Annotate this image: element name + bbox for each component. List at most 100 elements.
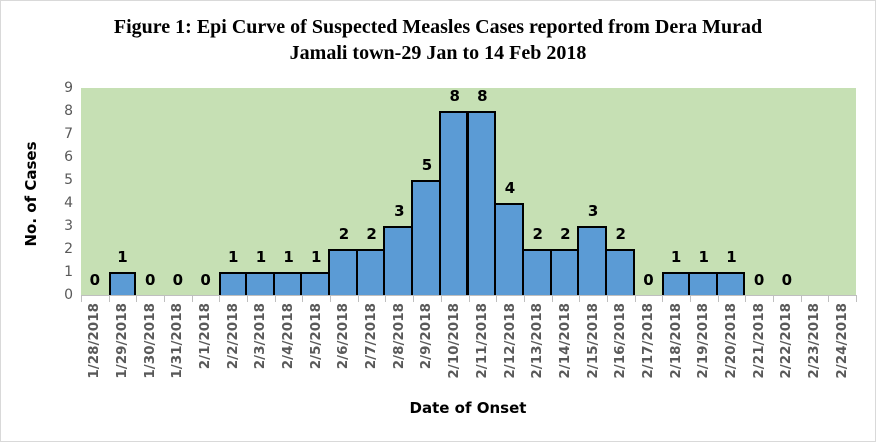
bar-value-label: 0 [781, 271, 793, 289]
y-tick-label: 5 [64, 172, 73, 188]
x-axis-tick-mark [606, 295, 608, 302]
x-axis-tick-mark [136, 295, 138, 302]
x-axis-tick-mark [634, 295, 636, 302]
bar [383, 226, 414, 295]
y-tick-label: 2 [64, 241, 73, 257]
x-axis-tick-mark [662, 295, 664, 302]
x-tick-label: 2/18/2018 [667, 303, 684, 379]
x-tick-label: 2/1/2018 [197, 303, 214, 370]
y-tick-label: 9 [64, 80, 73, 96]
bar-value-label: 1 [228, 248, 239, 266]
bar-value-label: 2 [560, 225, 571, 243]
bar-value-label: 1 [283, 248, 294, 266]
bar-value-label: 1 [255, 248, 267, 266]
bar-value-label: 2 [338, 225, 350, 243]
x-tick-label: 2/10/2018 [446, 303, 463, 379]
y-tick-label: 7 [64, 126, 73, 142]
x-axis-tick-mark [247, 295, 249, 302]
bar-value-label: 2 [532, 225, 543, 243]
x-tick-label: 2/12/2018 [501, 303, 518, 379]
bar-value-label: 0 [753, 271, 765, 289]
x-tick-label: 1/31/2018 [169, 303, 186, 379]
x-tick-label: 2/7/2018 [363, 303, 380, 370]
bar-value-label: 1 [726, 248, 737, 266]
x-tick-label: 2/20/2018 [722, 303, 739, 379]
bar [438, 111, 469, 295]
x-axis-tick-mark [800, 295, 802, 302]
x-axis-tick-mark [330, 295, 332, 302]
x-tick-label: 1/29/2018 [114, 303, 131, 379]
bar-value-label: 8 [477, 87, 488, 105]
x-tick-label: 2/5/2018 [307, 303, 324, 370]
bar-value-label: 4 [504, 179, 516, 197]
x-axis-tick-mark [81, 295, 82, 302]
bar [494, 203, 524, 295]
x-tick-label: 2/21/2018 [750, 303, 767, 379]
x-tick-label: 2/16/2018 [612, 303, 629, 379]
bar [272, 272, 303, 295]
x-axis-tick-mark [745, 295, 747, 302]
x-tick-label: 1/28/2018 [86, 303, 103, 379]
x-axis-tick-mark [772, 295, 774, 302]
bar-value-label: 0 [200, 271, 211, 289]
x-axis-tick-mark [302, 295, 304, 302]
x-axis-tick-mark [191, 295, 193, 302]
x-tick-label: 2/17/2018 [639, 303, 656, 379]
bar-value-label: 1 [670, 248, 682, 266]
bar [549, 249, 580, 295]
chart-title-line-1: Figure 1: Epi Curve of Suspected Measles… [113, 16, 763, 38]
x-tick-label: 2/4/2018 [280, 303, 297, 370]
bar-value-label: 3 [394, 202, 405, 220]
bar [466, 111, 497, 295]
x-tick-label: 2/13/2018 [529, 303, 546, 379]
x-tick-label: 2/15/2018 [584, 303, 601, 379]
bar [521, 249, 552, 295]
x-tick-label: 2/14/2018 [556, 303, 573, 379]
x-axis-tick-mark [164, 295, 166, 302]
bar-value-label: 2 [615, 225, 626, 243]
x-tick-label: 2/6/2018 [335, 303, 352, 370]
x-axis-tick-mark [413, 295, 415, 302]
x-axis-tick-mark [274, 295, 276, 302]
bar [355, 249, 386, 295]
bar-value-label: 8 [449, 87, 460, 105]
bar-value-label: 5 [421, 156, 433, 174]
bar [245, 272, 275, 295]
bar-value-label: 0 [172, 271, 184, 289]
x-tick-label: 2/3/2018 [252, 303, 269, 370]
bar-value-label: 0 [643, 271, 654, 289]
x-axis-tick-mark [440, 295, 442, 302]
chart-title: Figure 1: Epi Curve of Suspected Measles… [1, 14, 875, 66]
y-tick-label: 0 [64, 287, 73, 303]
bar [715, 272, 746, 295]
bar-value-label: 0 [144, 271, 156, 289]
x-axis-tick-mark [385, 295, 387, 302]
x-axis-tick-mark [108, 295, 110, 302]
y-tick-label: 6 [64, 149, 73, 165]
x-axis-tick-mark [523, 295, 525, 302]
x-axis-tick-mark [468, 295, 470, 302]
x-tick-label: 1/30/2018 [141, 303, 158, 379]
x-axis-title: Date of Onset [409, 399, 527, 417]
bar-value-label: 0 [89, 271, 101, 289]
bar-value-label: 1 [117, 248, 128, 266]
y-tick-label: 8 [64, 103, 73, 119]
x-tick-label: 2/2/2018 [224, 303, 241, 370]
chart-title-line-2: Jamali town-29 Jan to 14 Feb 2018 [289, 42, 587, 64]
bar-value-label: 2 [366, 225, 377, 243]
x-tick-label: 2/23/2018 [805, 303, 822, 379]
x-axis-tick-mark [717, 295, 719, 302]
x-tick-label: 2/19/2018 [695, 303, 712, 379]
x-tick-label: 2/24/2018 [833, 303, 850, 379]
x-axis-tick-mark [579, 295, 581, 302]
bar-value-label: 1 [311, 248, 322, 266]
bar [604, 249, 635, 295]
x-tick-label: 2/9/2018 [418, 303, 435, 370]
y-tick-label: 3 [64, 218, 73, 234]
x-axis-tick-mark [828, 295, 830, 302]
bar [300, 272, 331, 295]
y-tick-label: 4 [64, 195, 73, 211]
x-axis-tick-mark [551, 295, 553, 302]
x-tick-label: 2/11/2018 [473, 303, 490, 379]
bar [108, 272, 137, 295]
